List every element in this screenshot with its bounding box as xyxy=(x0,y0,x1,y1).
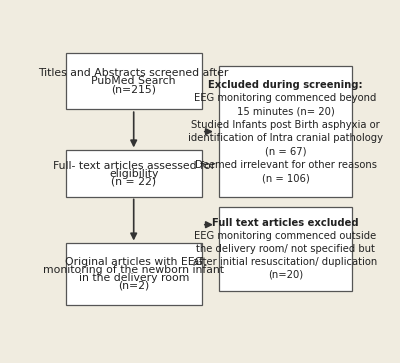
Text: eligibility: eligibility xyxy=(109,168,158,179)
Text: (n = 67): (n = 67) xyxy=(265,147,306,157)
Text: identification of Intra cranial pathology: identification of Intra cranial patholog… xyxy=(188,133,383,143)
Text: in the delivery room: in the delivery room xyxy=(78,273,189,283)
Text: (n = 106): (n = 106) xyxy=(262,174,310,184)
Text: PubMed Search: PubMed Search xyxy=(92,76,176,86)
Text: Studied Infants post Birth asphyxia or: Studied Infants post Birth asphyxia or xyxy=(191,120,380,130)
Text: EEG monitoring commenced beyond: EEG monitoring commenced beyond xyxy=(194,93,377,103)
Text: monitoring of the newborn infant: monitoring of the newborn infant xyxy=(43,265,224,275)
Text: (n=2): (n=2) xyxy=(118,281,149,291)
Text: (n=215): (n=215) xyxy=(111,84,156,94)
Text: Excluded during screening:: Excluded during screening: xyxy=(208,79,363,90)
Bar xyxy=(66,53,202,109)
Text: EEG monitoring commenced outside: EEG monitoring commenced outside xyxy=(194,231,377,241)
Text: (n=20): (n=20) xyxy=(268,270,303,280)
Text: Titles and Abstracts screened after: Titles and Abstracts screened after xyxy=(38,69,229,78)
Text: the delivery room/ not specified but: the delivery room/ not specified but xyxy=(196,244,375,254)
Bar xyxy=(219,207,352,291)
Text: (n = 22): (n = 22) xyxy=(111,176,156,186)
Text: Original articles with EEG: Original articles with EEG xyxy=(65,257,203,268)
Bar xyxy=(219,66,352,197)
Text: Deemed irrelevant for other reasons: Deemed irrelevant for other reasons xyxy=(195,160,377,170)
Bar xyxy=(66,244,202,305)
Text: 15 minutes (n= 20): 15 minutes (n= 20) xyxy=(237,106,334,117)
Bar xyxy=(66,151,202,197)
Text: after initial resuscitation/ duplication: after initial resuscitation/ duplication xyxy=(194,257,378,267)
Text: Full- text articles assessed for: Full- text articles assessed for xyxy=(52,161,215,171)
Text: Full text articles excluded: Full text articles excluded xyxy=(212,218,359,228)
